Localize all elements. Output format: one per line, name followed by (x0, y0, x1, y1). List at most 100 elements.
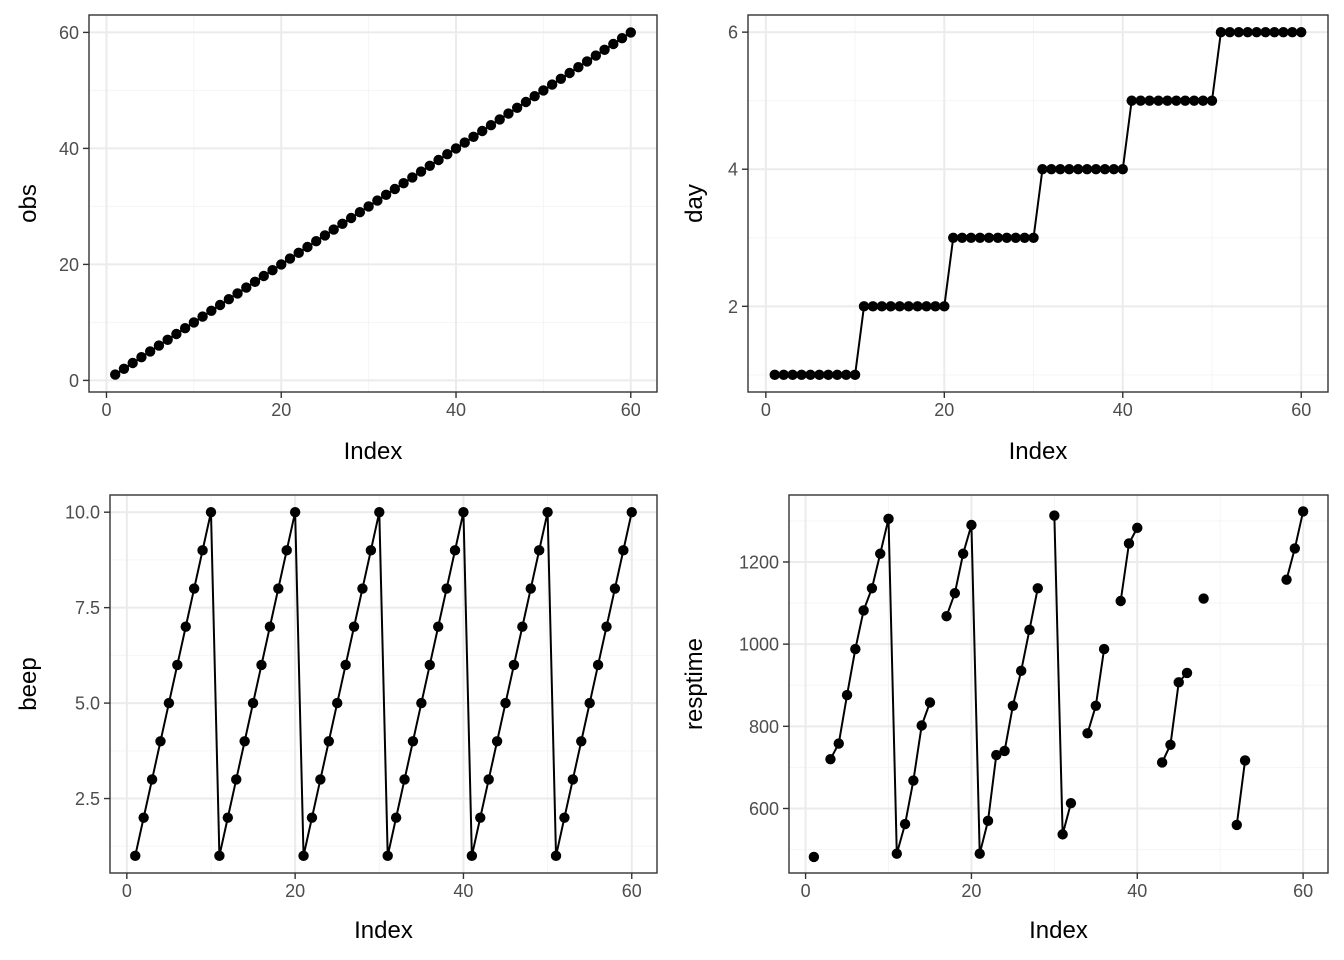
data-point (903, 301, 914, 312)
data-point (1239, 755, 1251, 766)
x-axis-title: Index (344, 438, 403, 465)
data-point (172, 659, 183, 671)
data-point (441, 583, 452, 594)
data-point (948, 232, 959, 243)
data-point (118, 363, 130, 374)
x-tick-label: 0 (801, 881, 811, 901)
data-point (1171, 95, 1182, 106)
data-point (197, 545, 208, 556)
data-point (485, 120, 497, 131)
data-point (625, 27, 636, 38)
data-point (468, 131, 479, 142)
data-point (415, 166, 427, 177)
data-point (328, 224, 339, 235)
data-point (1098, 643, 1110, 655)
data-point (542, 506, 553, 518)
data-point (1037, 164, 1048, 175)
data-point (974, 232, 986, 243)
data-point (1064, 164, 1075, 175)
data-point (899, 818, 911, 830)
data-point (1065, 797, 1077, 809)
data-point (769, 369, 780, 381)
data-point (1144, 95, 1155, 106)
data-point (442, 149, 453, 160)
data-point (567, 774, 579, 785)
data-point (1197, 95, 1209, 106)
data-point (1099, 164, 1111, 175)
series-line (945, 523, 1039, 855)
data-point (1108, 164, 1120, 175)
panel-border (788, 494, 1329, 874)
x-tick-label: 20 (961, 881, 981, 901)
data-point (231, 774, 242, 785)
data-point (529, 91, 540, 102)
data-point (1156, 757, 1168, 768)
panel-border (747, 14, 1329, 393)
data-point (382, 850, 393, 862)
data-point (850, 643, 861, 655)
data-point (608, 38, 619, 50)
data-point (1269, 26, 1280, 38)
data-point (458, 506, 469, 518)
data-point (146, 774, 158, 785)
data-point (1049, 510, 1060, 521)
data-point (239, 736, 250, 747)
x-tick-label: 40 (1113, 400, 1133, 420)
data-point (576, 736, 587, 747)
data-point (483, 774, 494, 785)
data-point (144, 346, 156, 357)
data-point (941, 611, 952, 622)
y-tick-label: 5.0 (75, 694, 100, 714)
data-point (311, 236, 322, 247)
data-point (306, 812, 318, 823)
data-point (876, 301, 888, 312)
data-point (1135, 95, 1146, 106)
data-point (466, 850, 478, 862)
data-point (319, 230, 331, 241)
x-axis-title: Index (1009, 438, 1068, 465)
data-point (866, 583, 878, 594)
data-point (1281, 574, 1292, 585)
data-point (354, 207, 366, 218)
data-point (599, 44, 610, 55)
data-point (247, 697, 259, 709)
data-point (433, 154, 444, 166)
data-point (223, 294, 235, 305)
data-point (538, 85, 549, 96)
data-point (832, 369, 843, 381)
data-point (912, 301, 923, 312)
data-point (939, 301, 950, 312)
data-point (302, 241, 313, 253)
data-point (930, 301, 941, 312)
data-point (520, 96, 532, 108)
panel-border (88, 14, 658, 393)
data-point (449, 545, 461, 556)
data-point (399, 774, 410, 785)
data-point (340, 659, 351, 671)
x-tick-label: 0 (761, 400, 771, 420)
series-line (1161, 672, 1188, 763)
data-point (511, 102, 523, 114)
data-point (380, 189, 392, 200)
data-point (332, 697, 343, 709)
data-point (1162, 95, 1173, 106)
x-tick-label: 40 (453, 881, 473, 901)
data-point (778, 369, 789, 381)
x-tick-label: 0 (101, 400, 111, 420)
data-point (974, 848, 985, 859)
data-point (1251, 26, 1262, 38)
x-tick-label: 40 (1127, 881, 1147, 901)
data-point (494, 114, 505, 125)
y-tick-label: 40 (59, 139, 79, 159)
data-point (337, 218, 348, 229)
data-point (1046, 164, 1057, 175)
data-point (390, 812, 402, 823)
data-point (264, 621, 276, 632)
panel-border (109, 494, 658, 874)
data-point (1007, 700, 1019, 711)
data-point (966, 519, 977, 531)
chart-panel-1: 0 20 40 60 0 20 40 60 Index obs (15, 14, 658, 465)
data-point (153, 340, 165, 351)
